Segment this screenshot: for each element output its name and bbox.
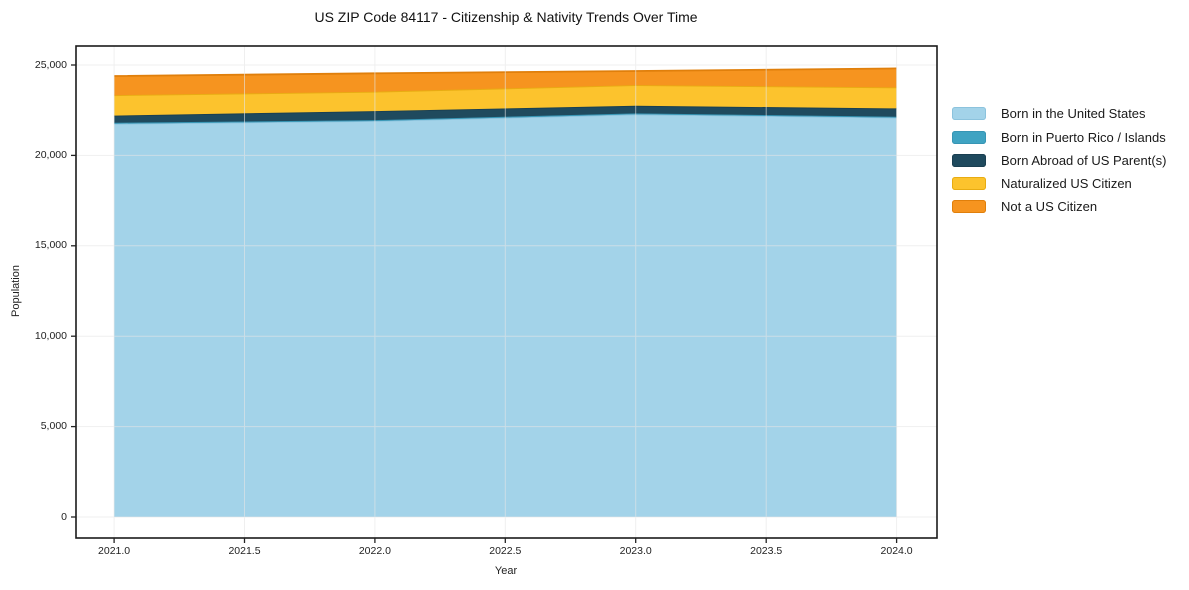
legend-item-4: Not a US Citizen — [952, 199, 1166, 215]
legend-label: Not a US Citizen — [1001, 199, 1098, 215]
x-tick-label: 2023.0 — [619, 545, 652, 557]
x-axis-title: Year — [494, 565, 518, 577]
y-tick-label: 0 — [61, 510, 67, 523]
legend-label: Born Abroad of US Parent(s) — [1001, 152, 1167, 168]
legend-item-3: Naturalized US Citizen — [952, 176, 1166, 192]
legend-item-2: Born Abroad of US Parent(s) — [952, 152, 1167, 168]
legend-swatch-icon — [952, 130, 986, 144]
x-tick-label: 2022.0 — [358, 545, 391, 557]
legend-label: Born in Puerto Rico / Islands — [1001, 129, 1166, 145]
y-axis-title: Population — [10, 265, 22, 317]
y-tick-label: 25,000 — [34, 58, 67, 71]
legend-swatch-icon — [952, 177, 986, 191]
legend-item-1: Born in Puerto Rico / Islands — [952, 129, 1166, 145]
x-tick-label: 2021.0 — [98, 545, 131, 557]
legend: Born in the United States Born in Puerto … — [952, 106, 1167, 223]
x-tick-label: 2024.0 — [880, 545, 913, 557]
chart-title: US ZIP Code 84117 - Citizenship & Nativi… — [314, 9, 698, 25]
legend-swatch-icon — [952, 200, 986, 214]
x-tick-label: 2023.5 — [750, 545, 783, 557]
legend-label: Born in the United States — [1001, 106, 1146, 122]
gridlines — [76, 46, 937, 538]
y-tick-label: 5,000 — [40, 420, 67, 433]
legend-item-0: Born in the United States — [952, 106, 1166, 122]
tick-marks — [71, 64, 898, 543]
plot-border — [75, 45, 938, 539]
legend-swatch-icon — [952, 153, 986, 167]
y-tick-label: 10,000 — [34, 329, 67, 342]
x-tick-label: 2022.5 — [489, 545, 522, 557]
legend-swatch-icon — [952, 107, 986, 121]
y-tick-label: 15,000 — [34, 239, 67, 252]
x-tick-label: 2021.5 — [228, 545, 261, 557]
y-tick-label: 20,000 — [34, 148, 67, 161]
legend-label: Naturalized US Citizen — [1001, 176, 1132, 192]
